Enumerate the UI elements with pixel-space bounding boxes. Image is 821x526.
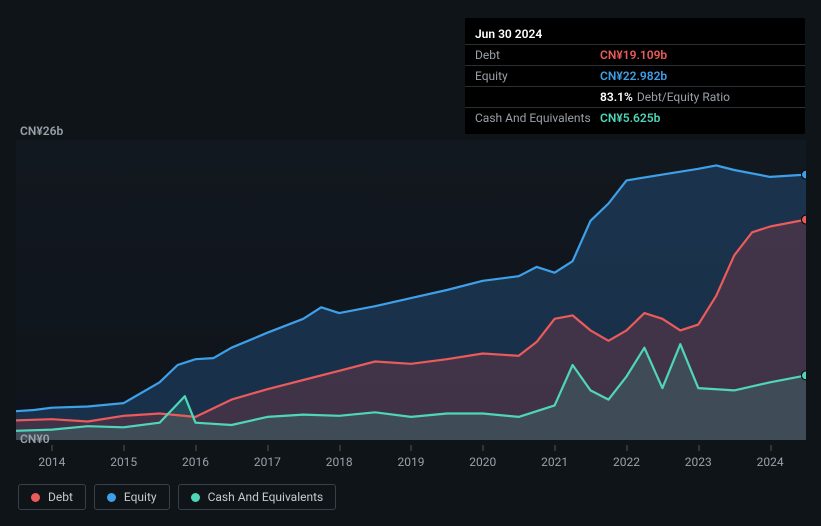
tooltip-cash-value: CN¥5.625b <box>600 111 660 125</box>
tooltip-debt-label: Debt <box>475 48 600 62</box>
chart-svg <box>16 140 806 440</box>
chart-legend: Debt Equity Cash And Equivalents <box>18 484 336 510</box>
x-tick: 2014 <box>38 445 65 469</box>
x-tick: 2023 <box>685 445 712 469</box>
legend-label-equity: Equity <box>124 490 157 504</box>
tooltip-equity-label: Equity <box>475 69 600 83</box>
x-tick: 2017 <box>254 445 281 469</box>
tooltip-equity-value: CN¥22.982b <box>600 69 667 83</box>
x-tick: 2024 <box>757 445 784 469</box>
x-tick: 2022 <box>613 445 640 469</box>
x-tick: 2020 <box>469 445 496 469</box>
legend-item-debt[interactable]: Debt <box>18 484 86 510</box>
chart-area[interactable]: CN¥26b CN¥0 <box>16 130 806 440</box>
tooltip-ratio-value: 83.1%Debt/Equity Ratio <box>600 90 730 104</box>
x-tick: 2019 <box>398 445 425 469</box>
chart-plot[interactable] <box>16 140 806 440</box>
tooltip-debt-value: CN¥19.109b <box>600 48 667 62</box>
tooltip-cash-label: Cash And Equivalents <box>475 111 600 125</box>
legend-item-cash[interactable]: Cash And Equivalents <box>178 484 337 510</box>
tooltip-date: Jun 30 2024 <box>475 27 600 41</box>
x-axis: 2014 2015 2016 2017 2018 2019 2020 2021 2022 2023… <box>16 445 806 475</box>
legend-dot-debt <box>31 493 40 502</box>
x-tick: 2018 <box>326 445 353 469</box>
y-axis-min-label: CN¥0 <box>20 432 50 446</box>
legend-label-cash: Cash And Equivalents <box>208 490 324 504</box>
tooltip-ratio-label <box>475 90 600 104</box>
legend-item-equity[interactable]: Equity <box>94 484 170 510</box>
x-tick: 2015 <box>110 445 137 469</box>
legend-label-debt: Debt <box>48 490 73 504</box>
y-axis-max-label: CN¥26b <box>20 124 63 138</box>
legend-dot-equity <box>107 493 116 502</box>
chart-tooltip: Jun 30 2024 Debt CN¥19.109b Equity CN¥22… <box>465 18 805 134</box>
legend-dot-cash <box>191 493 200 502</box>
x-tick: 2021 <box>541 445 568 469</box>
x-tick: 2016 <box>182 445 209 469</box>
